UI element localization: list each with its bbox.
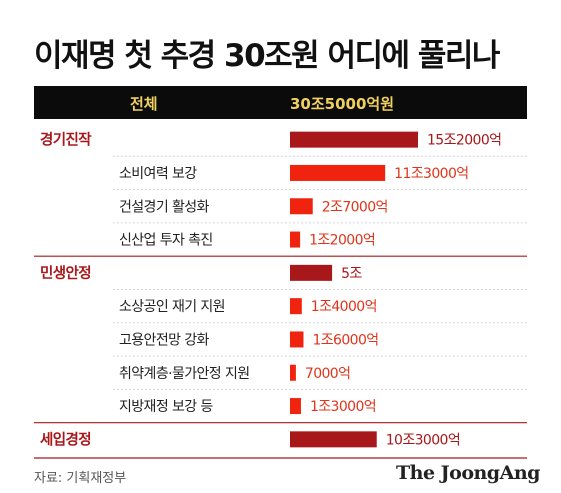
chart-title: 이재명 첫 추경 30조원 어디에 풀리나 bbox=[34, 38, 500, 74]
value-label: 7000억 bbox=[305, 366, 351, 382]
value-label: 1조3000억 bbox=[310, 399, 376, 415]
group-label: 세입경정 bbox=[40, 430, 91, 448]
source-note: 자료: 기획재정부 bbox=[34, 471, 127, 486]
item-label: 취약계층·물가안정 지원 bbox=[119, 366, 250, 382]
header-band bbox=[34, 86, 527, 119]
item-bar bbox=[290, 298, 302, 315]
group-label: 민생안정 bbox=[40, 264, 91, 282]
value-label: 5조 bbox=[341, 266, 362, 282]
item-bar bbox=[290, 398, 301, 415]
value-label: 10조3000억 bbox=[386, 432, 460, 448]
value-label: 2조7000억 bbox=[322, 199, 388, 215]
group-bar bbox=[290, 431, 377, 448]
item-label: 소비여력 보강 bbox=[119, 166, 197, 182]
item-bar bbox=[290, 331, 304, 348]
value-label: 1조2000억 bbox=[309, 233, 375, 249]
group-bar bbox=[290, 264, 333, 281]
item-label: 소상공인 재기 지원 bbox=[119, 299, 225, 315]
publisher-logo: The JoongAng bbox=[396, 462, 540, 484]
item-bar bbox=[290, 231, 301, 248]
item-bar bbox=[290, 198, 313, 215]
value-label: 11조3000억 bbox=[394, 166, 468, 182]
item-label: 고용안전망 강화 bbox=[119, 332, 210, 348]
header-category-label: 전체 bbox=[130, 95, 158, 113]
item-label: 신산업 투자 촉진 bbox=[119, 233, 213, 249]
group-bar bbox=[290, 131, 418, 148]
value-label: 1조6000억 bbox=[312, 332, 378, 348]
header-total-label: 30조5000억원 bbox=[290, 95, 395, 113]
group-label: 경기진작 bbox=[40, 131, 92, 149]
item-bar bbox=[290, 364, 296, 381]
item-label: 건설경기 활성화 bbox=[119, 199, 210, 215]
value-label: 15조2000억 bbox=[427, 133, 501, 149]
value-label: 1조4000억 bbox=[311, 299, 377, 315]
item-bar bbox=[290, 164, 386, 181]
item-label: 지방재정 보강 등 bbox=[119, 399, 213, 415]
